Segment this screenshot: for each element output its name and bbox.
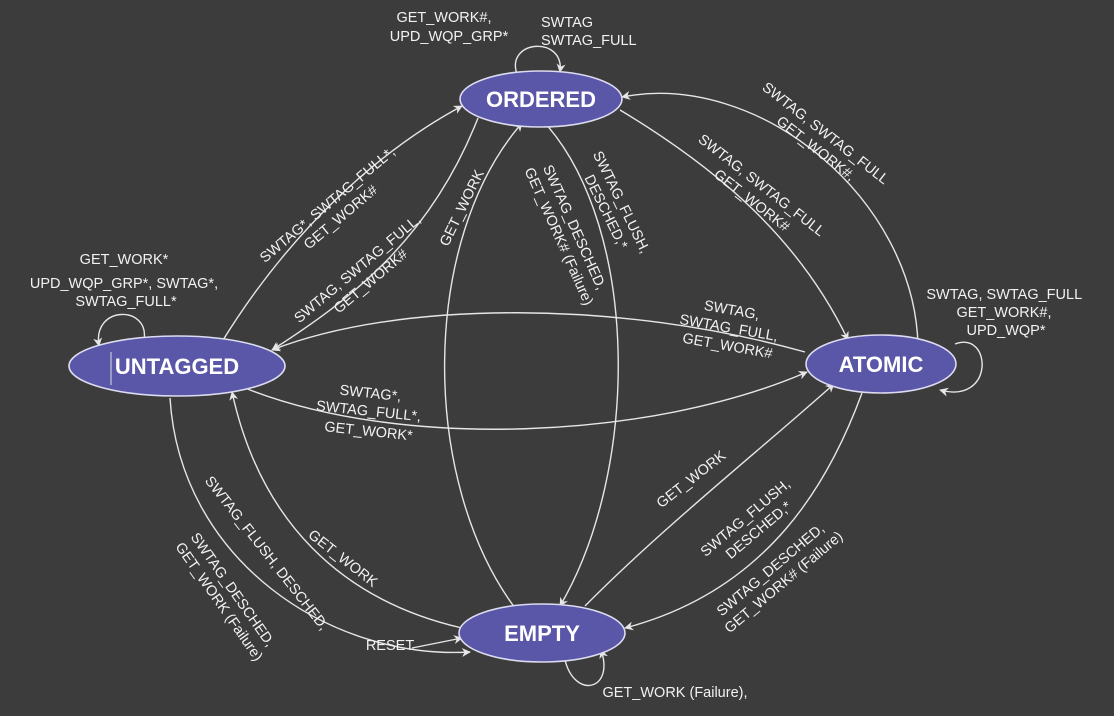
edge-atomic-to-untagged xyxy=(271,312,806,353)
label-empty-to-atomic: GET_WORK xyxy=(654,448,729,512)
edge-ordered-to-empty xyxy=(544,122,619,607)
label-ordered-self: SWTAG SWTAG_FULL xyxy=(541,15,637,49)
label-untagged-self: GET_WORK* UPD_WQP_GRP*, SWTAG*, SWTAG_FU… xyxy=(30,252,222,310)
edge-ordered-self xyxy=(514,45,566,75)
edge-empty-to-ordered xyxy=(443,122,523,609)
label-atomic-to-untagged: SWTAG, SWTAG_FULL, GET_WORK# xyxy=(675,294,786,363)
state-empty-label: EMPTY xyxy=(504,621,580,646)
edge-empty-to-untagged xyxy=(229,391,463,629)
label-ordered-self-upd: GET_WORK#, UPD_WQP_GRP* xyxy=(390,10,509,45)
label-empty-to-untagged: GET_WORK xyxy=(305,527,380,591)
edge-atomic-self xyxy=(939,341,983,397)
edge-ordered-to-untagged xyxy=(271,117,479,351)
label-ordered-to-untagged: SWTAG, SWTAG_FULL, GET_WORK# xyxy=(292,209,439,340)
label-atomic-self: SWTAG, SWTAG_FULL GET_WORK#, UPD_WQP* xyxy=(926,287,1085,339)
state-untagged-label: UNTAGGED xyxy=(115,354,239,379)
edge-untagged-self xyxy=(93,313,145,347)
edge-empty-self xyxy=(564,649,608,687)
edge-ordered-to-atomic xyxy=(619,109,849,341)
state-atomic: ATOMIC xyxy=(805,334,957,394)
state-atomic-label: ATOMIC xyxy=(839,352,924,377)
label-untagged-to-atomic: SWTAG*, SWTAG_FULL*, GET_WORK* xyxy=(313,380,427,445)
state-ordered-label: ORDERED xyxy=(486,87,596,112)
edge-untagged-to-empty xyxy=(169,397,471,657)
edge-atomic-to-empty xyxy=(624,392,863,631)
label-empty-self: GET_WORK (Failure), xyxy=(602,685,747,701)
edge-untagged-to-ordered xyxy=(219,105,463,346)
edge-empty-to-atomic xyxy=(584,383,835,607)
state-ordered: ORDERED xyxy=(459,70,623,128)
transition-edges xyxy=(93,45,983,687)
edge-untagged-to-atomic xyxy=(244,371,808,430)
edge-reset xyxy=(411,635,463,649)
edge-atomic-to-ordered xyxy=(621,91,919,347)
state-empty: EMPTY xyxy=(458,603,626,663)
label-reset: RESET xyxy=(366,638,414,654)
state-untagged: UNTAGGED xyxy=(68,335,286,397)
